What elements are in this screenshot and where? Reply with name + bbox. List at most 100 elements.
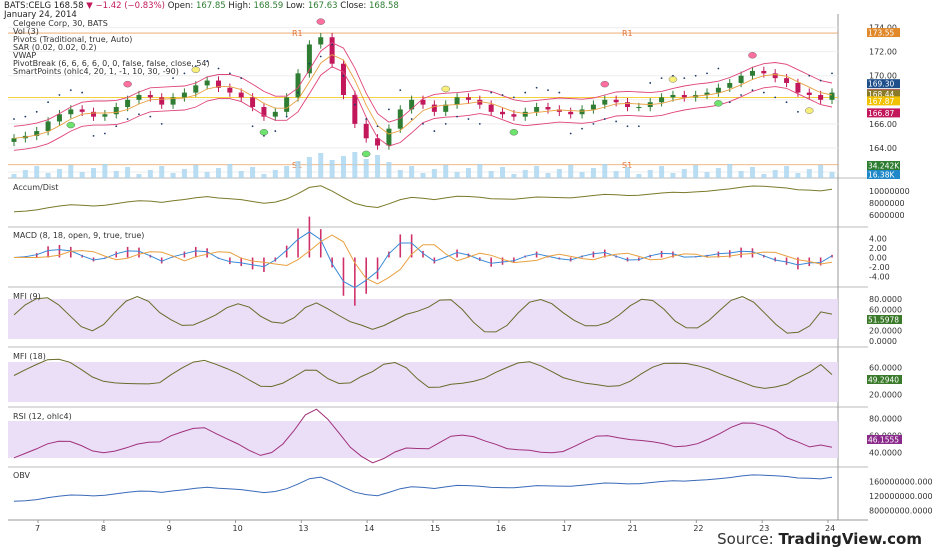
candle-body xyxy=(159,97,165,105)
indicator-legend-6[interactable]: SmartPoints (ohlc4, 20, 1, -1, 10, 30, -… xyxy=(13,67,179,76)
sar-dot xyxy=(24,115,27,118)
volume-bar xyxy=(590,168,596,178)
pane-label-accum-dist[interactable]: Accum/Dist xyxy=(13,183,59,192)
sar-dot xyxy=(512,96,515,99)
candle-body xyxy=(11,138,17,142)
last-price: 168.58 xyxy=(53,1,84,11)
volume-bar xyxy=(34,166,40,178)
close-label: Close: xyxy=(340,1,367,11)
smart-point-marker xyxy=(316,18,325,25)
volume-bar xyxy=(295,161,301,178)
volume-bar xyxy=(715,168,721,178)
candle-body xyxy=(465,97,471,100)
sar-dot xyxy=(456,115,458,118)
volume-bar xyxy=(500,167,506,178)
candle-body xyxy=(488,104,494,112)
smart-point-marker xyxy=(600,80,609,88)
candle-body xyxy=(375,138,381,146)
oscillator-tick-label: -4.00 xyxy=(869,272,890,281)
smart-point-marker xyxy=(66,121,76,129)
sar-dot xyxy=(433,130,436,132)
sar-dot xyxy=(115,125,118,128)
source-credit[interactable]: Source: TradingView.com xyxy=(717,530,922,548)
sar-dot xyxy=(410,118,413,120)
sar-dot xyxy=(603,118,606,120)
volume-bar xyxy=(477,164,483,178)
oscillator-tick-label: 8000000 xyxy=(869,199,905,208)
sar-dot xyxy=(342,74,345,77)
sar-dot xyxy=(206,60,209,63)
obv-line xyxy=(13,474,833,502)
time-tick-label: 24 xyxy=(825,524,835,533)
high-value: 168.59 xyxy=(253,1,284,11)
volume-bar xyxy=(318,153,324,178)
sar-dot xyxy=(297,91,299,94)
sar-dot xyxy=(92,134,95,137)
sar-dot xyxy=(388,108,390,111)
pivot-s1-label: S1 xyxy=(622,161,632,170)
sar-dot xyxy=(637,125,640,128)
candle-body xyxy=(102,114,108,117)
volume-bar xyxy=(625,167,630,178)
pane-label-mfi18[interactable]: MFI (18) xyxy=(13,352,46,361)
candle-body xyxy=(91,111,97,117)
pane-label-rsi[interactable]: RSI (12, ohlc4) xyxy=(13,412,72,421)
pane-label-macd[interactable]: MACD (8, 18, open, 9, true, true) xyxy=(13,231,145,240)
indicator-legend-3[interactable]: SAR (0.02, 0.02, 0.2) xyxy=(13,43,97,52)
volume-bar xyxy=(636,174,642,178)
pane-label-mfi9[interactable]: MFI (9) xyxy=(13,292,41,301)
candle-body xyxy=(681,94,687,98)
sar-dot xyxy=(819,79,822,82)
volume-bar xyxy=(693,165,699,178)
indicator-legend-2[interactable]: Pivots (Traditional, true, Auto) xyxy=(13,35,133,44)
volume-bar xyxy=(579,172,585,178)
candle-body xyxy=(125,99,131,108)
indicator-legend-1[interactable]: Vol (3) xyxy=(13,27,39,36)
oscillator-tick-label: 120000000.0000 xyxy=(869,492,932,501)
price-label-box xyxy=(867,170,900,179)
candle-body xyxy=(306,44,312,74)
candle-body xyxy=(340,63,346,95)
price-label-box xyxy=(867,89,900,99)
upper-band-line xyxy=(13,42,833,127)
sar-dot xyxy=(728,101,731,104)
sar-dot xyxy=(581,127,583,130)
volume-bar xyxy=(79,172,85,178)
rsi-last-value: 46.1555 xyxy=(868,436,899,445)
sar-dot xyxy=(183,72,186,75)
volume-bar xyxy=(386,162,392,178)
sar-dot xyxy=(444,122,447,125)
sar-dot xyxy=(217,67,220,70)
candle-body xyxy=(45,121,51,132)
volume-bar xyxy=(772,170,778,178)
indicator-legend-0[interactable]: Celgene Corp, 30, BATS xyxy=(13,19,108,28)
pivot-r1-label: R1 xyxy=(622,29,633,38)
volume-bar xyxy=(250,167,256,178)
sar-dot xyxy=(592,122,595,125)
pane-label-obv[interactable]: OBV xyxy=(13,471,31,480)
candle-body xyxy=(147,94,153,98)
mfi9-last-value-box xyxy=(867,315,902,324)
sar-dot xyxy=(478,122,481,125)
volume-bar xyxy=(431,169,437,178)
volume-bar xyxy=(306,157,312,178)
chart-header: BATS:CELG 168.58 ▼ −1.42 (−0.83%) Open: … xyxy=(4,1,399,11)
sar-dot xyxy=(149,115,152,118)
oscillator-tick-label: 80000000.0000 xyxy=(869,506,932,515)
sar-dot xyxy=(422,122,424,125)
volume-bar xyxy=(681,169,687,178)
smart-point-marker xyxy=(441,85,450,93)
sar-dot xyxy=(558,91,561,94)
candle-body xyxy=(409,99,415,110)
candle-body xyxy=(829,92,835,100)
sar-dot xyxy=(808,74,811,77)
time-tick-label: 7 xyxy=(35,524,40,533)
indicator-legend-4[interactable]: VWAP xyxy=(13,51,37,60)
volume-bar xyxy=(749,167,755,178)
sar-dot xyxy=(501,94,504,96)
oscillator-tick-label: 60.0000 xyxy=(869,363,902,372)
indicator-legend-5[interactable]: PivotBreak (6, 6, 6, 6, 0, 0, false, fal… xyxy=(13,59,210,68)
candle-body xyxy=(56,114,62,122)
smart-point-marker xyxy=(805,107,814,114)
oscillator-tick-label: 4.00 xyxy=(869,235,887,244)
